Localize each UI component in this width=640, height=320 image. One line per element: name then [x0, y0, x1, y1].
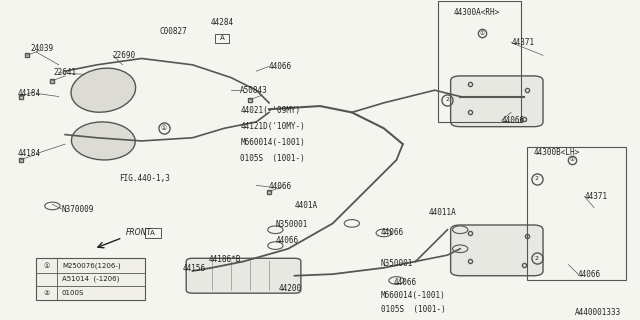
Text: 2: 2 — [445, 97, 449, 102]
FancyBboxPatch shape — [451, 76, 543, 127]
Text: FIG.440-1,3: FIG.440-1,3 — [119, 174, 170, 183]
Text: ①: ① — [569, 157, 574, 163]
Text: 44300A<RH>: 44300A<RH> — [454, 8, 500, 17]
Text: FRONT: FRONT — [125, 228, 152, 237]
Text: A50843: A50843 — [241, 86, 268, 95]
Text: ②: ② — [44, 290, 50, 296]
Bar — [438, 1, 521, 122]
Text: 44186*B: 44186*B — [209, 255, 241, 264]
Text: 44200: 44200 — [278, 284, 301, 293]
Text: 44066: 44066 — [394, 277, 417, 287]
Text: C00827: C00827 — [159, 27, 187, 36]
Text: 44184: 44184 — [17, 149, 40, 158]
Bar — [145, 228, 161, 238]
Text: N350001: N350001 — [275, 220, 308, 229]
Text: 4401A: 4401A — [294, 202, 317, 211]
Text: 44066: 44066 — [502, 116, 525, 125]
Text: 44066: 44066 — [578, 270, 601, 279]
Text: 2: 2 — [534, 256, 539, 261]
Text: 44284: 44284 — [211, 18, 234, 27]
Text: M660014(-1001): M660014(-1001) — [381, 291, 445, 300]
Text: 44021(-'09MY): 44021(-'09MY) — [241, 106, 300, 115]
Text: 44156: 44156 — [183, 264, 206, 273]
Text: 44011A: 44011A — [428, 208, 456, 217]
Text: 44371: 44371 — [584, 192, 607, 201]
Text: N370009: N370009 — [62, 204, 94, 214]
Text: 44066: 44066 — [381, 228, 404, 237]
Text: 44121D('10MY-): 44121D('10MY-) — [241, 122, 305, 131]
FancyBboxPatch shape — [186, 258, 301, 293]
Text: A: A — [150, 230, 155, 236]
Text: ①: ① — [44, 263, 50, 269]
Text: 44300B<LH>: 44300B<LH> — [534, 148, 580, 156]
Text: 44066: 44066 — [275, 236, 298, 245]
Bar — [36, 258, 145, 300]
Ellipse shape — [71, 68, 136, 112]
Text: M250076(1206-): M250076(1206-) — [62, 262, 120, 269]
Text: M660014(-1001): M660014(-1001) — [241, 138, 305, 147]
Ellipse shape — [72, 122, 135, 160]
Text: 44066: 44066 — [269, 62, 292, 71]
Text: 22641: 22641 — [54, 68, 77, 77]
Text: 0100S: 0100S — [62, 290, 84, 296]
Text: ①: ① — [161, 125, 167, 131]
Text: 22690: 22690 — [113, 51, 136, 60]
Bar — [527, 147, 626, 281]
Text: 44371: 44371 — [511, 38, 534, 47]
Text: ①: ① — [480, 31, 485, 36]
Text: 44184: 44184 — [17, 89, 40, 98]
Text: A440001333: A440001333 — [575, 308, 621, 317]
Text: N350001: N350001 — [381, 259, 413, 268]
Bar — [215, 34, 229, 43]
FancyBboxPatch shape — [451, 225, 543, 276]
Text: 24039: 24039 — [30, 44, 53, 53]
Text: 44066: 44066 — [269, 182, 292, 191]
Text: 2: 2 — [534, 177, 539, 181]
Text: 0105S  (1001-): 0105S (1001-) — [241, 154, 305, 163]
Text: A: A — [220, 35, 224, 41]
Text: 0105S  (1001-): 0105S (1001-) — [381, 305, 445, 314]
Text: A51014  (-1206): A51014 (-1206) — [62, 276, 119, 282]
